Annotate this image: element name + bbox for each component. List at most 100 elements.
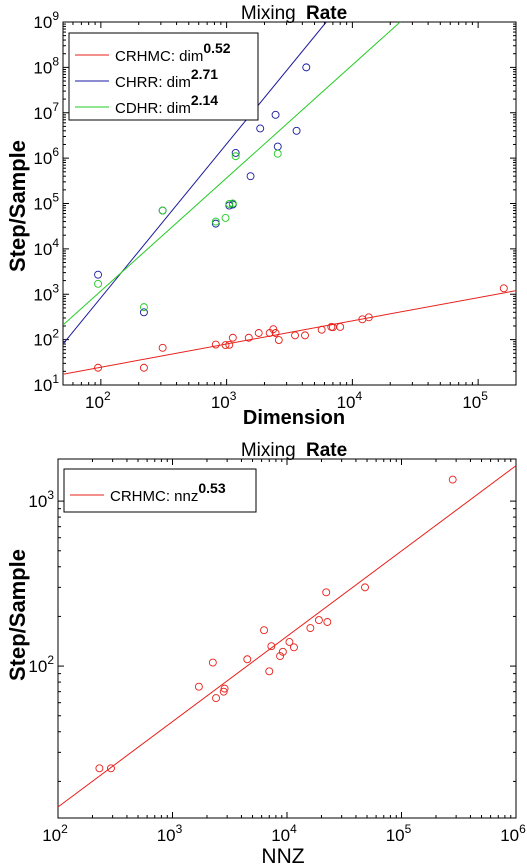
top-y-tick-base: 10 [33, 13, 52, 32]
top-y-axis-label: Step/Sample [5, 140, 30, 272]
top-x-tick-label: 104 [337, 389, 363, 412]
bottom-legend-label: CRHMC: nnz [110, 488, 198, 505]
top-data-point-1 [211, 219, 220, 228]
bottom-x-tick-label: 104 [271, 822, 297, 845]
top-data-point-1 [139, 308, 148, 317]
bottom-y-axis-label: Step/Sample [5, 549, 30, 681]
top-x-axis-label: Dimension [243, 407, 345, 429]
bottom-y-tick-exp: 3 [47, 488, 54, 502]
bottom-data-point-0 [265, 667, 274, 676]
top-data-point-0 [274, 336, 283, 344]
top-data-point-2 [94, 279, 103, 288]
bottom-chart-title: Mixing Rate [241, 440, 347, 461]
bottom-data-point-0 [267, 642, 276, 651]
bottom-legend-entry: CRHMC: nnz0.53 [110, 480, 226, 505]
top-x-tick-exp: 3 [230, 389, 237, 403]
bottom-y-tick-exp: 2 [47, 653, 54, 667]
top-legend-exponent: 0.52 [203, 40, 230, 56]
top-data-point-0 [221, 341, 230, 349]
bottom-data-point-0 [220, 684, 229, 693]
top-data-point-1 [231, 149, 240, 157]
top-y-tick-exp: 5 [52, 191, 59, 205]
bottom-data-point-0 [243, 655, 252, 664]
top-chart-title-bold: Rate [306, 3, 347, 24]
top-data-point-0 [301, 331, 309, 340]
bottom-x-tick-base: 10 [500, 826, 519, 845]
bottom-x-axis-label: NNZ [261, 845, 304, 866]
top-x-tick-base: 10 [462, 393, 481, 412]
top-y-tick-base: 10 [33, 58, 52, 77]
top-legend-box [68, 32, 259, 121]
top-data-point-2 [273, 149, 282, 158]
top-fit-line-2 [63, 22, 401, 326]
bottom-legend-box [63, 468, 257, 513]
top-x-tick-exp: 2 [104, 389, 111, 403]
top-data-point-0 [244, 333, 253, 342]
bottom-chart-title-prefix: Mixing [241, 440, 296, 461]
top-data-point-0 [228, 333, 237, 342]
bottom-data-point-0 [260, 626, 268, 635]
top-legend-label: CHRR: dim [115, 74, 191, 91]
top-legend-exponent: 2.71 [191, 66, 218, 82]
top-data-point-1 [271, 110, 280, 119]
bottom-x-tick-base: 10 [157, 826, 176, 845]
top-data-point-0 [225, 340, 234, 349]
top-x-tick-exp: 5 [481, 389, 488, 403]
top-data-point-2 [221, 214, 230, 222]
top-legend-entry: CRHMC: dim0.52 [115, 40, 231, 65]
bottom-x-tick-label: 103 [157, 822, 183, 845]
bottom-data-point-0 [278, 647, 287, 656]
top-fit-line-1 [63, 22, 327, 345]
top-data-point-1 [292, 126, 301, 135]
top-data-point-1 [246, 172, 255, 181]
bottom-x-tick-exp: 6 [519, 822, 526, 836]
top-data-point-2 [231, 152, 240, 161]
bottom-data-point-0 [323, 618, 332, 626]
bottom-x-tick-exp: 4 [290, 822, 297, 836]
bottom-data-point-0 [314, 616, 323, 625]
bottom-data-point-0 [306, 624, 315, 633]
bottom-x-tick-label: 105 [386, 822, 412, 845]
top-chart-title: Mixing Rate [241, 3, 347, 24]
top-chart-title-prefix: Mixing [241, 3, 296, 24]
top-y-tick-exp: 6 [52, 145, 59, 159]
top-data-point-0 [269, 325, 278, 334]
top-x-tick-label: 102 [85, 389, 111, 412]
top-x-tick-exp: 4 [355, 389, 362, 403]
top-y-tick-label: 101 [33, 372, 59, 395]
bottom-x-tick-label: 102 [42, 822, 68, 845]
top-y-tick-exp: 9 [52, 9, 59, 23]
top-series-group [63, 22, 516, 375]
bottom-legend: CRHMC: nnz0.53 [63, 468, 257, 513]
bottom-x-tick-exp: 3 [176, 822, 183, 836]
top-y-tick-base: 10 [33, 104, 52, 123]
top-y-tick-exp: 3 [52, 281, 59, 295]
bottom-chart-title-bold: Rate [306, 440, 347, 461]
top-x-tick-base: 10 [85, 393, 104, 412]
top-y-tick-exp: 4 [52, 236, 59, 250]
bottom-data-point-0 [322, 588, 331, 597]
top-data-point-0 [94, 363, 103, 372]
top-legend-label: CDHR: dim [115, 100, 191, 117]
bottom-x-tick-base: 10 [271, 826, 290, 845]
bottom-series-group [58, 465, 516, 808]
top-legend-exponent: 2.14 [191, 92, 218, 108]
bottom-y-tick-label: 103 [28, 488, 54, 511]
bottom-x-tick-exp: 2 [61, 822, 68, 836]
top-legend-entry: CDHR: dim2.14 [115, 92, 218, 117]
top-legend-entry: CHRR: dim2.71 [115, 66, 218, 91]
top-data-point-2 [158, 206, 167, 215]
bottom-data-point-0 [276, 652, 285, 661]
bottom-legend-exponent: 0.53 [198, 480, 225, 496]
bottom-data-point-0 [289, 643, 298, 652]
bottom-y-tick-base: 10 [28, 492, 47, 511]
top-y-tick-base: 10 [33, 331, 52, 350]
top-y-tick-label: 105 [33, 191, 59, 214]
top-data-point-0 [364, 313, 373, 322]
bottom-fit-line-0 [58, 465, 516, 808]
top-y-tick-base: 10 [33, 149, 52, 168]
bottom-data-point-0 [208, 658, 217, 667]
top-data-point-1 [94, 270, 103, 279]
